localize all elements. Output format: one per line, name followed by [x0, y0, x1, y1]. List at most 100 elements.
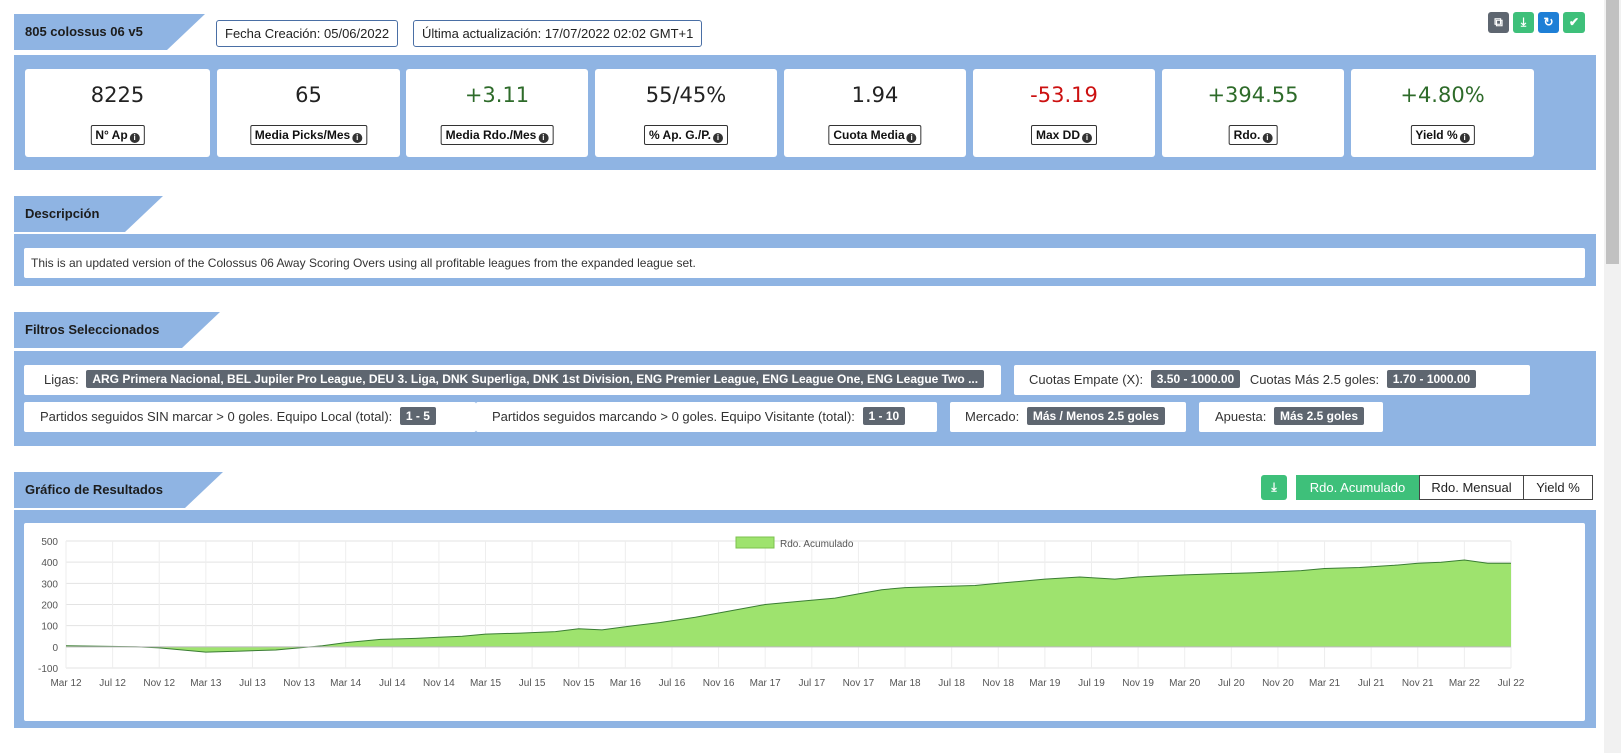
stat-label-text: Rdo.: [1233, 128, 1261, 142]
info-icon[interactable]: i: [713, 133, 724, 143]
x-tick-label: Mar 18: [889, 678, 921, 689]
y-tick-label: 200: [41, 601, 58, 612]
stat-label-text: % Ap. G./P.: [648, 128, 712, 142]
refresh-icon[interactable]: ↻: [1538, 12, 1559, 33]
stat-label[interactable]: Rdo. i: [1228, 125, 1278, 145]
filter-mercado-value: Más / Menos 2.5 goles: [1026, 407, 1165, 425]
created-date-pill: Fecha Creación: 05/06/2022: [216, 20, 399, 47]
x-tick-label: Jul 18: [938, 678, 965, 689]
stat-label[interactable]: Media Picks/Mes i: [249, 125, 368, 145]
y-tick-label: 0: [52, 643, 58, 654]
x-tick-label: Jul 22: [1498, 678, 1525, 689]
series-area: [66, 560, 1511, 653]
x-tick-label: Nov 17: [843, 678, 875, 689]
filter-mas25-value: 1.70 - 1000.00: [1386, 370, 1477, 388]
chart-download-icon[interactable]: ⤓: [1261, 475, 1287, 500]
system-title: 805 colossus 06 v5: [25, 24, 143, 39]
system-title-tab: 805 colossus 06 v5: [14, 14, 205, 50]
info-icon[interactable]: i: [1082, 133, 1093, 143]
filter-mas25-label: Cuotas Más 2.5 goles:: [1249, 372, 1380, 387]
info-icon[interactable]: i: [1459, 133, 1470, 143]
stat-value: 8225: [90, 83, 145, 107]
x-tick-label: Mar 20: [1169, 678, 1201, 689]
filter-sin-marcar-label: Partidos seguidos SIN marcar > 0 goles. …: [40, 409, 393, 424]
stat-label[interactable]: Cuota Media i: [828, 125, 922, 145]
x-tick-label: Jul 16: [659, 678, 686, 689]
stat-label-text: Media Picks/Mes: [254, 128, 351, 142]
x-tick-label: Jul 17: [798, 678, 825, 689]
info-icon[interactable]: i: [129, 133, 140, 143]
chart-tab: Gráfico de Resultados: [14, 472, 223, 508]
filter-apuesta-value: Más 2.5 goles: [1273, 407, 1364, 425]
x-tick-label: Mar 17: [750, 678, 782, 689]
y-tick-label: 500: [41, 537, 58, 548]
x-tick-label: Mar 22: [1449, 678, 1481, 689]
info-icon[interactable]: i: [538, 133, 549, 143]
scrollbar-track[interactable]: [1604, 0, 1621, 753]
filter-marcando: Partidos seguidos marcando > 0 goles. Eq…: [476, 402, 937, 432]
x-tick-label: Jul 21: [1358, 678, 1385, 689]
stat-value: 1.94: [851, 83, 899, 107]
legend-label: Rdo. Acumulado: [780, 539, 854, 550]
stat-label[interactable]: N° Ap i: [90, 125, 145, 145]
filter-cuotas: Cuotas Empate (X): 3.50 - 1000.00 Cuotas…: [1014, 365, 1530, 395]
x-tick-label: Nov 20: [1262, 678, 1294, 689]
filter-marcando-value: 1 - 10: [862, 407, 906, 425]
x-tick-label: Nov 19: [1122, 678, 1154, 689]
stat-label-text: N° Ap: [95, 128, 128, 142]
stat-card: 65 Media Picks/Mes i: [217, 69, 400, 157]
filter-sin-marcar: Partidos seguidos SIN marcar > 0 goles. …: [24, 402, 476, 432]
x-tick-label: Mar 21: [1309, 678, 1341, 689]
check-icon[interactable]: ✔: [1563, 12, 1585, 33]
x-tick-label: Jul 20: [1218, 678, 1245, 689]
description-text: This is an updated version of the Coloss…: [24, 248, 1585, 278]
description-tab: Descripción: [14, 196, 163, 232]
x-tick-label: Mar 14: [330, 678, 362, 689]
copy-icon[interactable]: ⧉: [1488, 12, 1509, 33]
results-chart: -100 0 100 200 300 400 500 Mar 12 Jul 12 Nov 12 Ma…: [38, 536, 1525, 689]
filter-sin-marcar-value: 1 - 5: [399, 407, 436, 425]
x-tick-label: Nov 18: [982, 678, 1014, 689]
info-icon[interactable]: i: [352, 133, 363, 143]
info-icon[interactable]: i: [906, 133, 917, 143]
chart-title: Gráfico de Resultados: [25, 482, 163, 497]
filter-mercado-label: Mercado:: [965, 409, 1020, 424]
x-tick-label: Nov 21: [1402, 678, 1434, 689]
stat-value: +394.55: [1207, 83, 1299, 107]
filter-marcando-label: Partidos seguidos marcando > 0 goles. Eq…: [492, 409, 855, 424]
stat-label-text: Yield %: [1415, 128, 1458, 142]
rdo-mensual-button[interactable]: Rdo. Mensual: [1419, 475, 1524, 500]
filter-empate-value: 3.50 - 1000.00: [1150, 370, 1241, 388]
stat-value: +3.11: [464, 83, 530, 107]
y-tick-label: -100: [38, 664, 58, 675]
yield-button[interactable]: Yield %: [1523, 475, 1593, 500]
stat-label[interactable]: % Ap. G./P. i: [643, 125, 729, 145]
x-tick-label: Jul 13: [239, 678, 266, 689]
download-icon[interactable]: ⤓: [1513, 12, 1534, 33]
x-tick-label: Nov 13: [283, 678, 315, 689]
x-tick-label: Nov 16: [703, 678, 735, 689]
filter-ligas-label: Ligas:: [44, 372, 79, 387]
filter-apuesta-label: Apuesta:: [1215, 409, 1267, 424]
x-tick-label: Mar 13: [190, 678, 222, 689]
stat-label[interactable]: Max DD i: [1030, 125, 1098, 145]
stat-value: +4.80%: [1400, 83, 1485, 107]
stat-card: 8225 N° Ap i: [25, 69, 210, 157]
stat-card: +394.55 Rdo. i: [1162, 69, 1344, 157]
scrollbar-thumb[interactable]: [1606, 0, 1619, 264]
stat-label[interactable]: Yield % i: [1410, 125, 1475, 145]
x-tick-label: Mar 16: [610, 678, 642, 689]
y-tick-label: 100: [41, 622, 58, 633]
stat-card: 55/45% % Ap. G./P. i: [595, 69, 777, 157]
x-tick-label: Jul 19: [1078, 678, 1105, 689]
filter-ligas-value: ARG Primera Nacional, BEL Jupiler Pro Le…: [86, 370, 985, 388]
x-tick-label: Jul 12: [99, 678, 126, 689]
legend-swatch: [735, 536, 775, 549]
stat-value: 65: [295, 83, 322, 107]
info-icon[interactable]: i: [1262, 133, 1273, 143]
stat-label[interactable]: Media Rdo./Mes i: [440, 125, 554, 145]
rdo-acumulado-button[interactable]: Rdo. Acumulado: [1296, 475, 1419, 500]
x-tick-label: Mar 19: [1029, 678, 1061, 689]
stat-card: +4.80% Yield % i: [1351, 69, 1534, 157]
